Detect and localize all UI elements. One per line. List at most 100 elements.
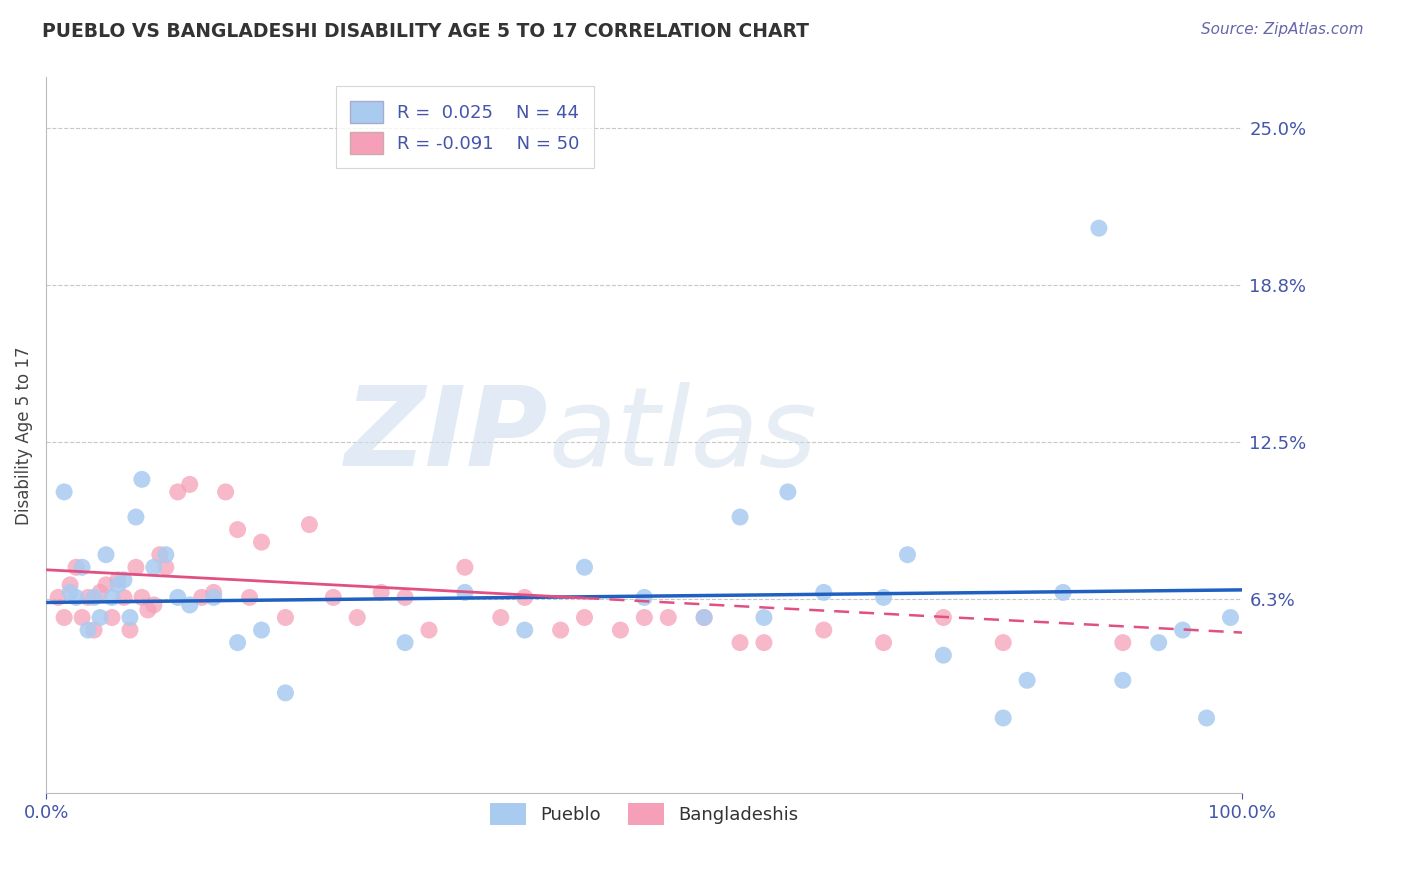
Point	[513, 623, 536, 637]
Point	[77, 591, 100, 605]
Point	[125, 560, 148, 574]
Point	[896, 548, 918, 562]
Point	[633, 610, 655, 624]
Point	[142, 560, 165, 574]
Point	[274, 610, 297, 624]
Point	[813, 623, 835, 637]
Point	[633, 591, 655, 605]
Y-axis label: Disability Age 5 to 17: Disability Age 5 to 17	[15, 346, 32, 524]
Point	[118, 623, 141, 637]
Point	[489, 610, 512, 624]
Point	[166, 591, 188, 605]
Point	[149, 548, 172, 562]
Legend: Pueblo, Bangladeshis: Pueblo, Bangladeshis	[481, 795, 808, 834]
Point	[238, 591, 260, 605]
Point	[454, 560, 477, 574]
Point	[298, 517, 321, 532]
Point	[657, 610, 679, 624]
Point	[394, 591, 416, 605]
Point	[131, 591, 153, 605]
Point	[1171, 623, 1194, 637]
Point	[118, 610, 141, 624]
Point	[83, 591, 105, 605]
Point	[993, 711, 1015, 725]
Text: atlas: atlas	[548, 382, 817, 489]
Point	[112, 591, 135, 605]
Point	[728, 635, 751, 649]
Text: Source: ZipAtlas.com: Source: ZipAtlas.com	[1201, 22, 1364, 37]
Point	[813, 585, 835, 599]
Point	[418, 623, 440, 637]
Point	[574, 610, 596, 624]
Point	[250, 535, 273, 549]
Point	[70, 610, 93, 624]
Point	[89, 610, 111, 624]
Point	[202, 585, 225, 599]
Point	[752, 635, 775, 649]
Point	[609, 623, 631, 637]
Point	[179, 598, 201, 612]
Point	[190, 591, 212, 605]
Point	[250, 623, 273, 637]
Point	[65, 591, 87, 605]
Point	[693, 610, 716, 624]
Point	[454, 585, 477, 599]
Point	[274, 686, 297, 700]
Point	[1088, 221, 1111, 235]
Point	[932, 610, 955, 624]
Point	[1052, 585, 1074, 599]
Point	[142, 598, 165, 612]
Point	[394, 635, 416, 649]
Point	[101, 591, 124, 605]
Point	[693, 610, 716, 624]
Point	[77, 623, 100, 637]
Point	[166, 484, 188, 499]
Point	[46, 591, 69, 605]
Point	[346, 610, 368, 624]
Point	[1112, 635, 1135, 649]
Point	[574, 560, 596, 574]
Point	[155, 560, 177, 574]
Point	[59, 578, 82, 592]
Point	[65, 560, 87, 574]
Point	[872, 635, 894, 649]
Point	[94, 548, 117, 562]
Point	[155, 548, 177, 562]
Point	[53, 610, 76, 624]
Point	[1112, 673, 1135, 688]
Point	[131, 472, 153, 486]
Point	[370, 585, 392, 599]
Point	[112, 573, 135, 587]
Point	[513, 591, 536, 605]
Point	[83, 623, 105, 637]
Point	[993, 635, 1015, 649]
Point	[202, 591, 225, 605]
Text: PUEBLO VS BANGLADESHI DISABILITY AGE 5 TO 17 CORRELATION CHART: PUEBLO VS BANGLADESHI DISABILITY AGE 5 T…	[42, 22, 810, 41]
Point	[226, 635, 249, 649]
Point	[125, 510, 148, 524]
Point	[70, 560, 93, 574]
Point	[752, 610, 775, 624]
Point	[53, 484, 76, 499]
Point	[214, 484, 236, 499]
Point	[101, 610, 124, 624]
Point	[1017, 673, 1039, 688]
Point	[136, 603, 159, 617]
Point	[179, 477, 201, 491]
Point	[322, 591, 344, 605]
Point	[1147, 635, 1170, 649]
Point	[932, 648, 955, 663]
Point	[226, 523, 249, 537]
Point	[107, 573, 129, 587]
Point	[94, 578, 117, 592]
Point	[1219, 610, 1241, 624]
Text: ZIP: ZIP	[344, 382, 548, 489]
Point	[107, 578, 129, 592]
Point	[776, 484, 799, 499]
Point	[1195, 711, 1218, 725]
Point	[59, 585, 82, 599]
Point	[728, 510, 751, 524]
Point	[872, 591, 894, 605]
Point	[550, 623, 572, 637]
Point	[89, 585, 111, 599]
